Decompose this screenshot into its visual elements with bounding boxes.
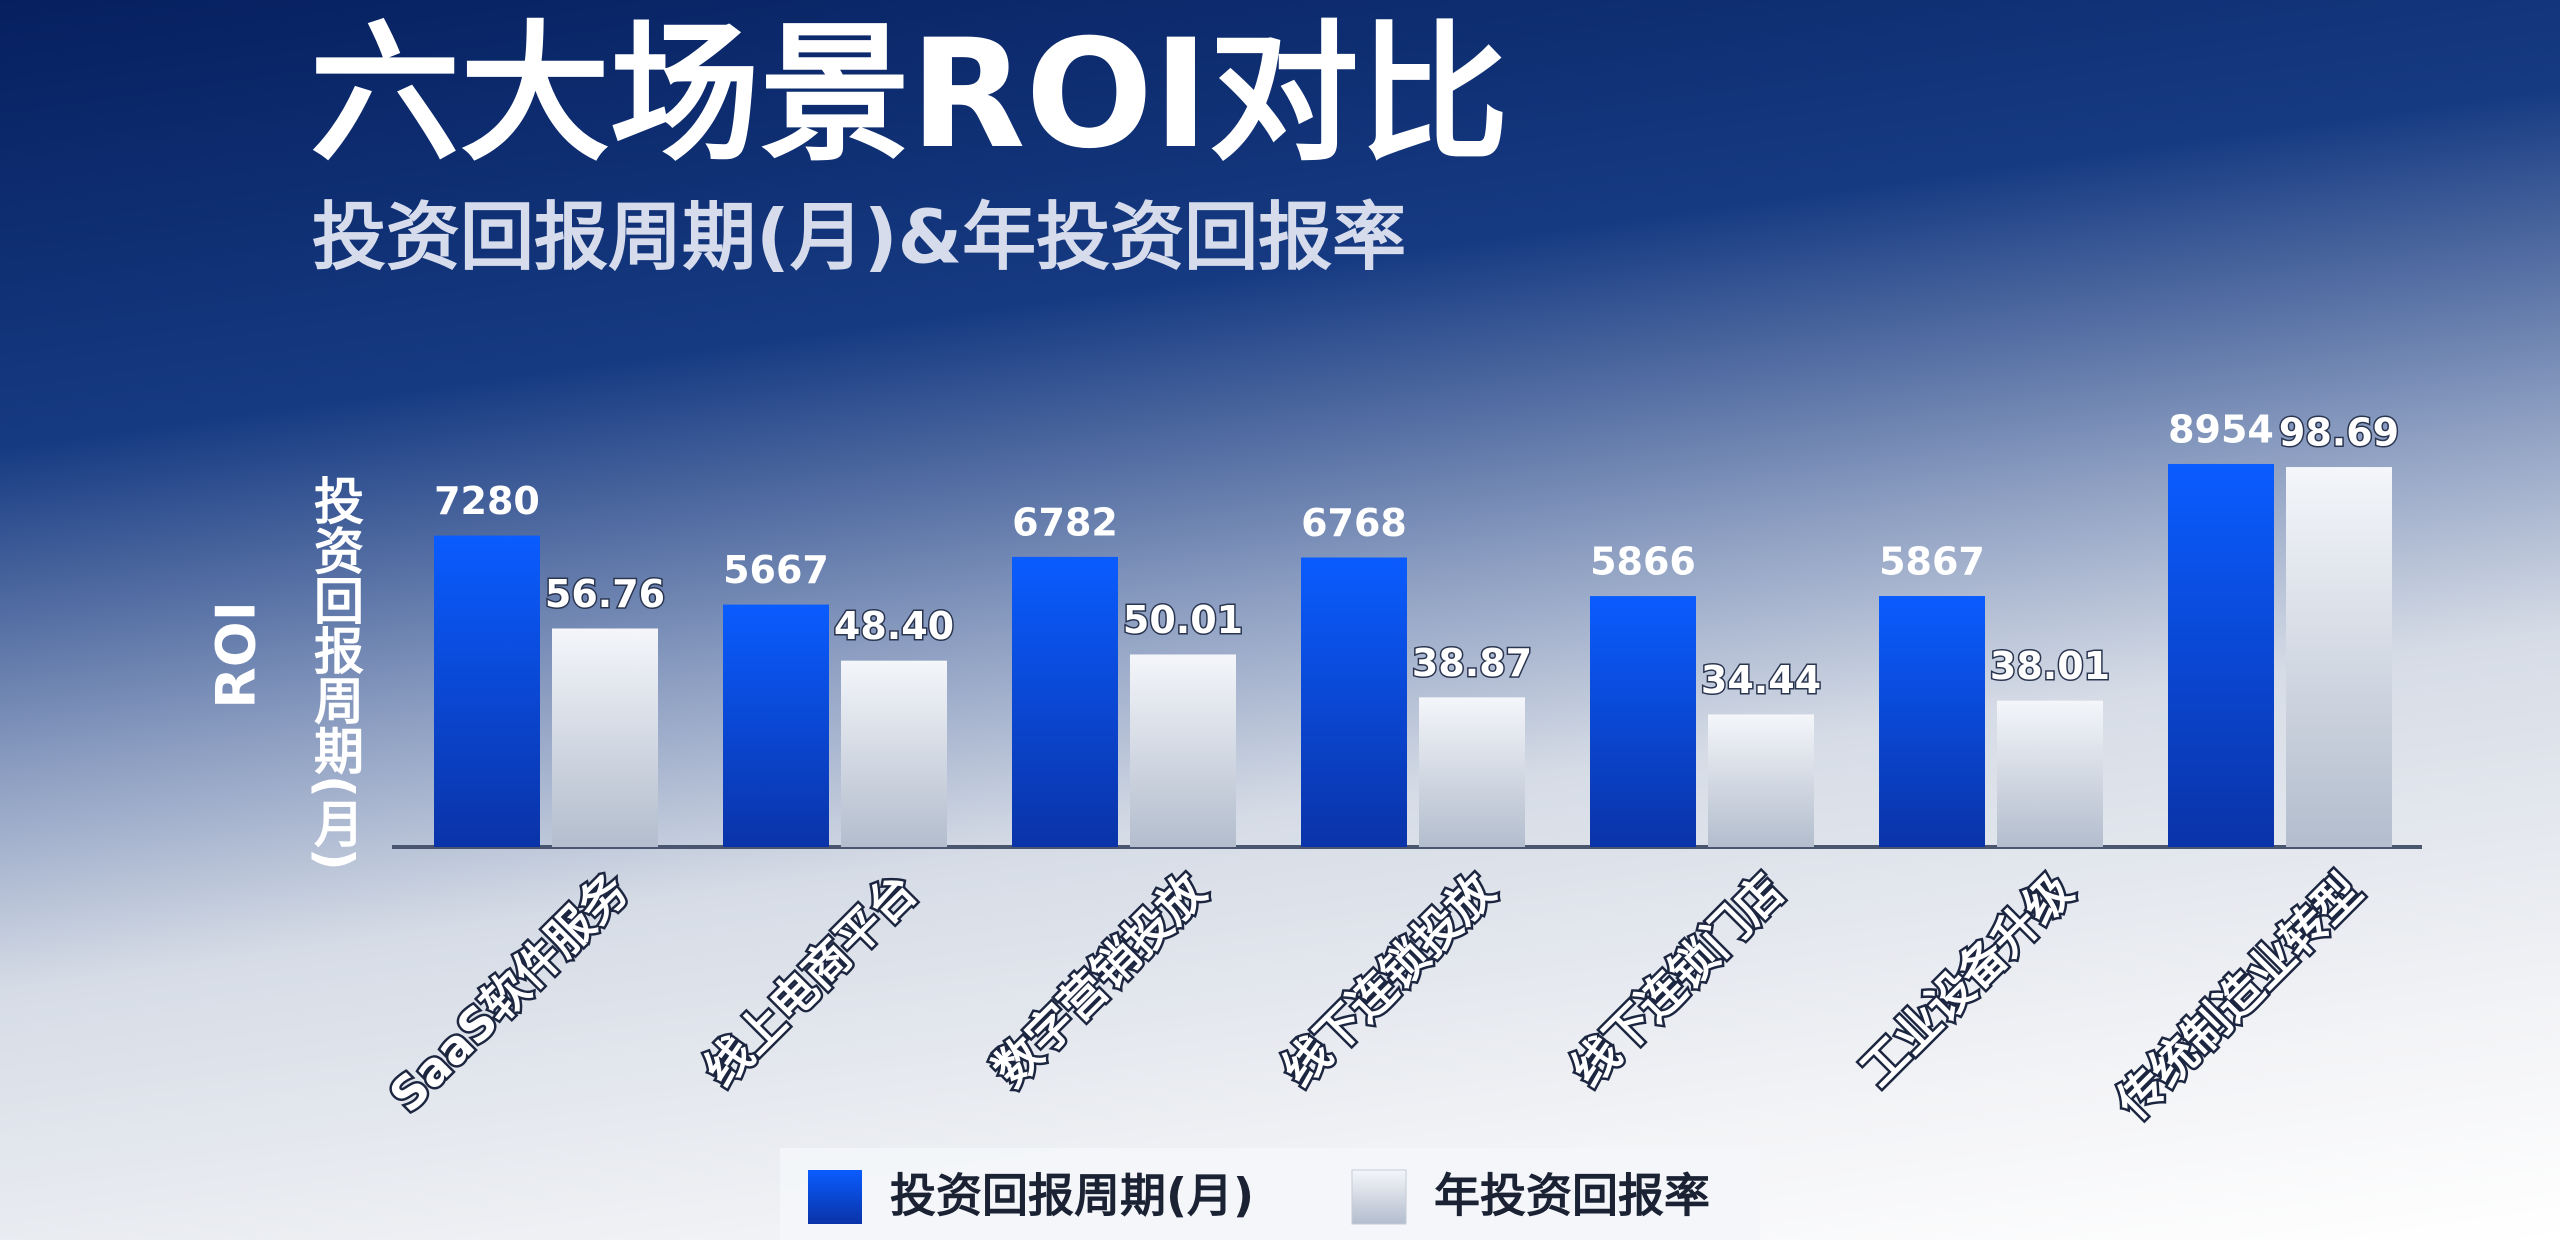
legend-swatch [1351,1169,1407,1225]
data-label: 48.40 [834,604,954,648]
bar [1130,654,1236,847]
legend-box [780,1148,1760,1240]
x-tick-label: 工业设备升级 [1850,863,2083,1096]
bar [2286,467,2392,847]
bar [1997,700,2103,847]
data-label: 98.69 [2279,411,2399,455]
x-tick-label: 线上电商平台 [694,863,927,1096]
x-tick-label: 数字营销投放 [983,863,1216,1096]
y-axis-label: ROI [205,601,268,709]
bar [1879,596,1985,847]
bar [1708,714,1814,847]
bar [434,535,540,847]
chart-subtitle: 投资回报周期(月)&年投资回报率 [312,195,1406,281]
bar [1590,596,1696,847]
bar [723,604,829,847]
legend-swatch [808,1170,862,1224]
legend-label: 投资回报周期(月) [890,1169,1254,1223]
data-label: 5866 [1590,540,1696,584]
data-label: 50.01 [1123,598,1243,642]
data-label: 7280 [434,479,540,523]
x-tick-label: 线下连锁门店 [1561,863,1794,1096]
data-label: 38.87 [1412,641,1532,685]
y-axis-label: 投资回报周期(月) [306,475,364,871]
data-label: 6782 [1012,500,1118,544]
data-label: 34.44 [1701,658,1821,702]
legend-label: 年投资回报率 [1434,1169,1710,1223]
data-label: 8954 [2168,407,2274,451]
bar [1301,557,1407,847]
data-label: 38.01 [1990,644,2110,688]
bar [841,660,947,847]
bar [552,628,658,847]
data-label: 5867 [1879,540,1985,584]
bar [2168,463,2274,847]
data-label: 5667 [723,548,829,592]
x-tick-label: 传统制造业转型 [2106,863,2373,1130]
chart-title: 六大场景ROI对比 [310,8,1509,182]
bar [1419,697,1525,847]
data-label: 56.76 [545,572,665,616]
x-tick-label: SaaS软件服务 [379,863,638,1122]
data-label: 6768 [1301,501,1407,545]
x-tick-label: 线下连锁投放 [1272,863,1505,1096]
bar [1012,556,1118,847]
